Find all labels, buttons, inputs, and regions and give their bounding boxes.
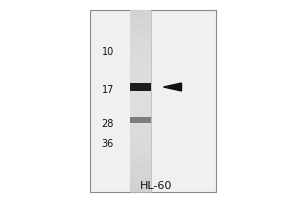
Bar xyxy=(130,183,152,192)
Bar xyxy=(130,65,152,74)
Bar xyxy=(130,56,152,65)
Text: 36: 36 xyxy=(102,139,114,149)
Text: HL-60: HL-60 xyxy=(140,181,172,191)
Bar xyxy=(90,10,216,192)
Bar xyxy=(130,19,152,28)
Bar xyxy=(130,10,152,19)
Bar xyxy=(130,10,152,192)
Bar xyxy=(130,146,152,156)
Bar xyxy=(130,110,152,119)
Bar xyxy=(130,83,152,92)
Bar xyxy=(130,28,152,37)
Text: 28: 28 xyxy=(102,119,114,129)
Bar xyxy=(130,83,152,91)
Bar xyxy=(130,92,152,101)
Text: 10: 10 xyxy=(102,47,114,57)
Bar xyxy=(130,37,152,46)
Bar xyxy=(130,165,152,174)
Text: 17: 17 xyxy=(102,85,114,95)
Bar xyxy=(130,137,152,146)
Polygon shape xyxy=(164,83,181,91)
Bar xyxy=(130,156,152,165)
Bar xyxy=(130,128,152,137)
Bar xyxy=(130,117,152,123)
Bar xyxy=(130,46,152,56)
Bar xyxy=(130,101,152,110)
Bar xyxy=(130,74,152,83)
Bar xyxy=(130,119,152,128)
Bar xyxy=(130,174,152,183)
